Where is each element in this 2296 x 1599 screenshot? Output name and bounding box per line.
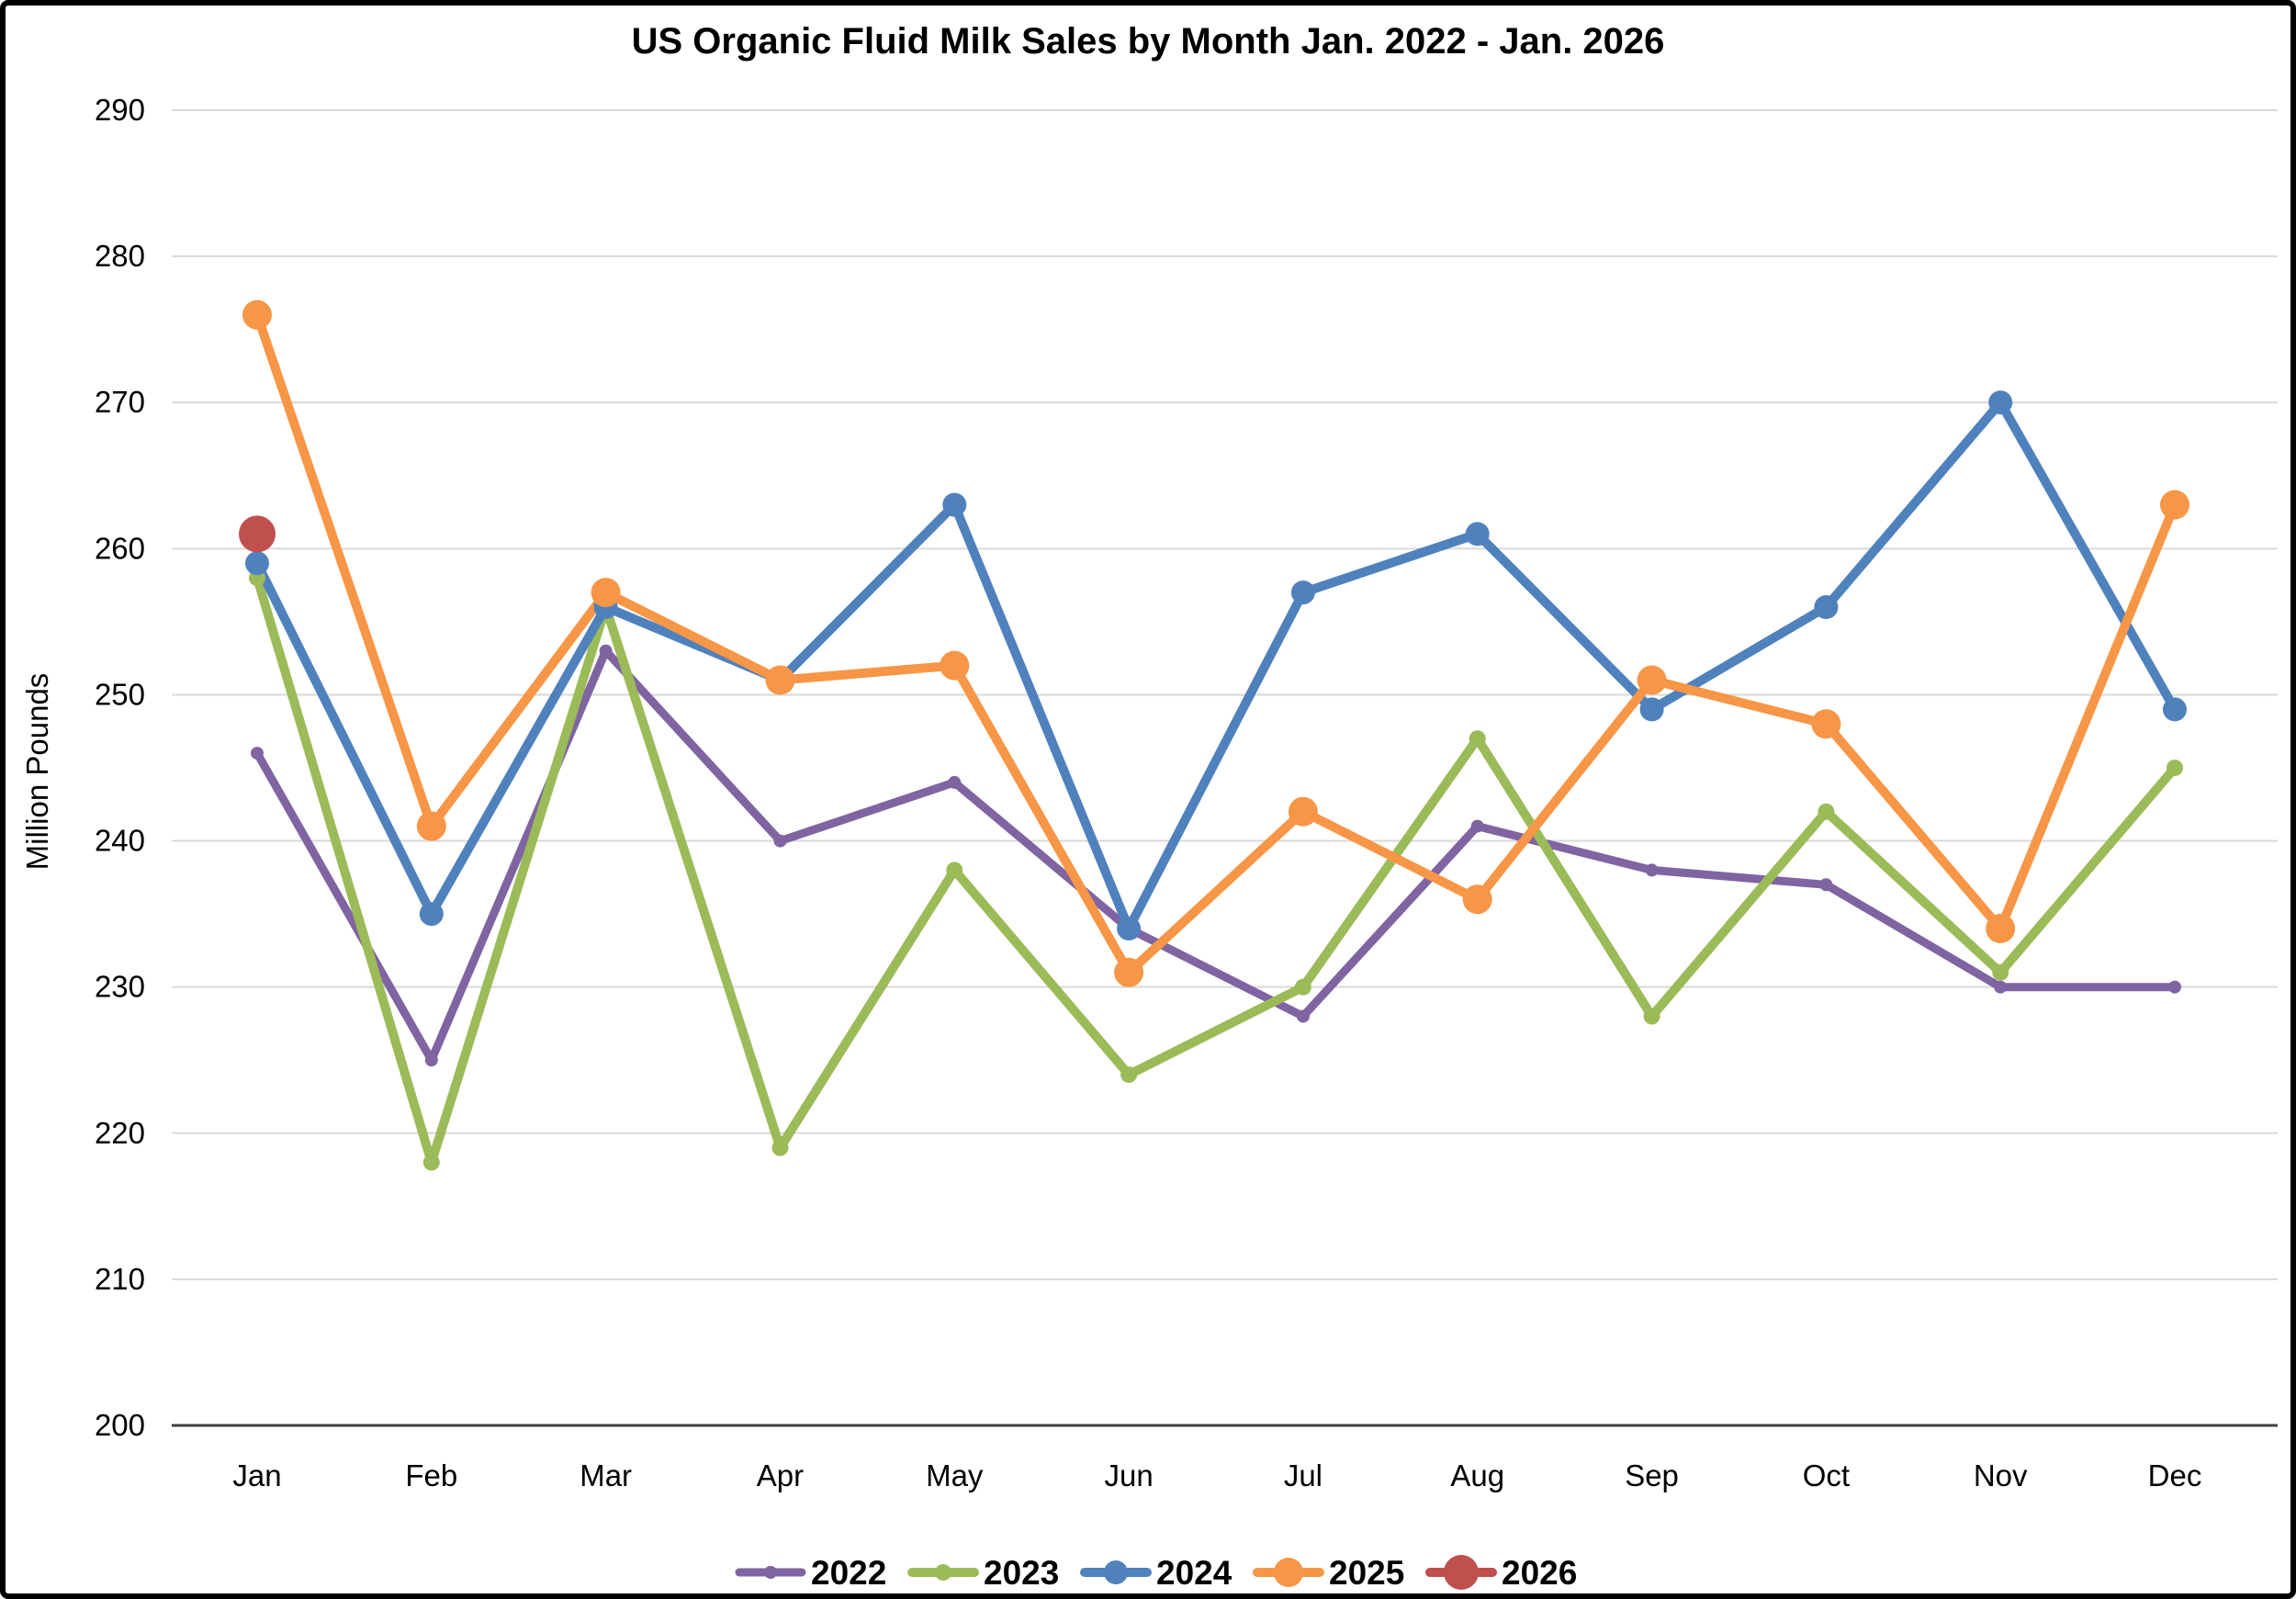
marker-2025-jan xyxy=(242,299,272,330)
legend-marker-2025 xyxy=(1274,1558,1303,1587)
marker-2023-apr xyxy=(771,1139,789,1156)
legend-label-2024: 2024 xyxy=(1156,1554,1232,1592)
y-axis-label: Million Pounds xyxy=(20,673,54,871)
marker-2025-may xyxy=(940,650,970,681)
x-tick-label-jun: Jun xyxy=(1104,1458,1153,1492)
marker-2023-oct xyxy=(1818,803,1835,820)
y-tick-label: 220 xyxy=(95,1116,145,1150)
marker-2022-apr xyxy=(773,834,787,848)
marker-2024-oct xyxy=(1814,595,1839,619)
y-tick-label: 230 xyxy=(95,970,145,1004)
y-tick-label: 270 xyxy=(95,385,145,419)
legend-marker-2024 xyxy=(1104,1560,1128,1584)
marker-2022-jan xyxy=(251,747,264,760)
marker-2024-may xyxy=(942,492,967,517)
marker-2024-jan xyxy=(245,551,269,576)
legend-marker-2023 xyxy=(935,1564,951,1581)
marker-2022-dec xyxy=(2168,980,2181,994)
marker-2025-jul xyxy=(1288,796,1318,827)
gridlines xyxy=(172,109,2278,1427)
marker-2024-nov xyxy=(1988,390,2013,415)
marker-2023-jun xyxy=(1120,1066,1138,1084)
marker-2022-aug xyxy=(1470,819,1484,833)
marker-2024-feb xyxy=(419,902,444,927)
legend-item-2026: 2026 xyxy=(1425,1554,1577,1592)
legend-item-2023: 2023 xyxy=(907,1554,1059,1592)
x-tick-label-may: May xyxy=(926,1458,984,1492)
marker-2025-sep xyxy=(1637,665,1667,695)
y-tick-label: 290 xyxy=(95,93,145,127)
marker-2022-may xyxy=(948,775,962,789)
legend-item-2022: 2022 xyxy=(735,1554,886,1592)
legend-item-2024: 2024 xyxy=(1080,1554,1232,1592)
marker-2025-mar xyxy=(591,578,621,608)
marker-2022-oct xyxy=(1819,878,1833,892)
marker-2023-sep xyxy=(1643,1008,1660,1025)
marker-2025-jun xyxy=(1114,957,1144,987)
y-tick-label: 250 xyxy=(95,677,145,711)
x-tick-label-jan: Jan xyxy=(232,1458,281,1492)
legend-marker-2026 xyxy=(1444,1555,1479,1590)
y-tick-label: 280 xyxy=(95,239,145,273)
series-line-2024 xyxy=(253,398,2179,933)
legend-label-2025: 2025 xyxy=(1329,1554,1404,1592)
marker-2025-dec xyxy=(2160,490,2189,520)
x-tick-label-jul: Jul xyxy=(1284,1458,1322,1492)
x-tick-label-feb: Feb xyxy=(405,1458,457,1492)
marker-2023-aug xyxy=(1469,730,1486,748)
series-lines xyxy=(253,310,2179,1167)
series-markers xyxy=(239,299,2189,1171)
marker-2024-sep xyxy=(1639,697,1664,722)
marker-2022-sep xyxy=(1645,863,1659,877)
marker-2024-dec xyxy=(2163,697,2187,722)
x-tick-label-apr: Apr xyxy=(757,1458,804,1492)
x-tick-label-nov: Nov xyxy=(1974,1458,2028,1492)
y-tick-label: 240 xyxy=(95,824,145,858)
series-line-2022 xyxy=(253,647,2179,1064)
legend-label-2026: 2026 xyxy=(1502,1554,1577,1592)
marker-2023-may xyxy=(946,861,963,879)
marker-2023-dec xyxy=(2167,760,2183,776)
marker-2025-aug xyxy=(1462,884,1492,915)
marker-2025-oct xyxy=(1811,709,1841,739)
legend-label-2022: 2022 xyxy=(811,1554,886,1592)
x-tick-label-dec: Dec xyxy=(2148,1458,2202,1492)
marker-2025-feb xyxy=(416,811,446,841)
y-tick-label: 200 xyxy=(95,1408,145,1442)
marker-2022-jul xyxy=(1296,1009,1310,1023)
x-tick-label-sep: Sep xyxy=(1625,1458,1679,1492)
marker-2022-nov xyxy=(1994,980,2008,994)
marker-2026-jan xyxy=(239,515,276,553)
series-line-2025 xyxy=(253,310,2179,977)
x-tick-label-aug: Aug xyxy=(1450,1458,1504,1492)
legend-marker-2022 xyxy=(764,1566,777,1579)
x-tick-label-oct: Oct xyxy=(1803,1458,1850,1492)
legend: 2022 2023 2024 2025 2026 xyxy=(735,1554,1577,1592)
legend-item-2025: 2025 xyxy=(1253,1554,1404,1592)
marker-2023-nov xyxy=(1992,963,2009,981)
x-axis-month-labels: Jan Feb Mar Apr May Jun Jul Aug Sep Oct Nov Dec xyxy=(232,1458,2201,1492)
marker-2022-feb xyxy=(424,1053,438,1067)
x-tick-label-mar: Mar xyxy=(580,1458,632,1492)
chart-title: US Organic Fluid Milk Sales by Month Jan… xyxy=(632,21,1665,62)
marker-2023-feb xyxy=(422,1154,440,1171)
marker-2024-aug xyxy=(1465,522,1490,546)
series-line-2023 xyxy=(253,573,2179,1167)
marker-2024-jun xyxy=(1117,917,1142,940)
marker-2022-mar xyxy=(599,644,613,658)
marker-2025-nov xyxy=(1986,914,2016,943)
marker-2025-apr xyxy=(765,665,795,695)
legend-label-2023: 2023 xyxy=(984,1554,1059,1592)
marker-2024-jul xyxy=(1290,580,1315,605)
marker-2023-jul xyxy=(1294,978,1311,996)
y-tick-label: 260 xyxy=(95,531,145,565)
y-tick-label: 210 xyxy=(95,1262,145,1296)
y-axis-tick-labels: 200 210 220 230 240 250 260 270 280 290 xyxy=(95,93,145,1442)
